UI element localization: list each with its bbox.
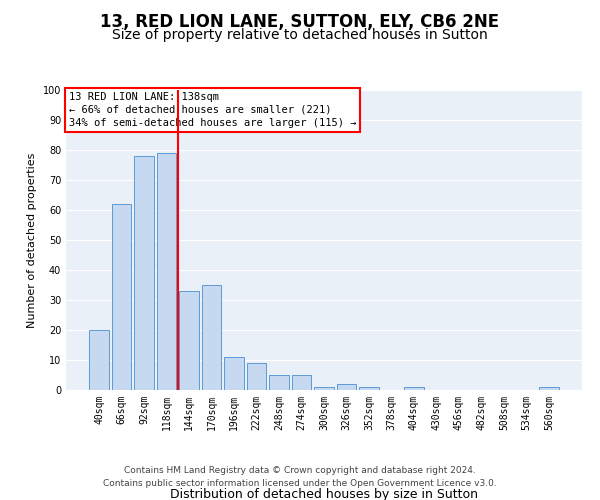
X-axis label: Distribution of detached houses by size in Sutton: Distribution of detached houses by size … — [170, 488, 478, 500]
Bar — [269, 375, 289, 390]
Text: 13, RED LION LANE, SUTTON, ELY, CB6 2NE: 13, RED LION LANE, SUTTON, ELY, CB6 2NE — [100, 12, 500, 30]
Bar — [404, 387, 424, 390]
Bar — [539, 387, 559, 390]
Bar — [247, 363, 266, 390]
Bar — [314, 387, 334, 390]
Bar — [112, 204, 131, 390]
Bar — [359, 387, 379, 390]
Bar — [292, 375, 311, 390]
Bar — [157, 153, 176, 390]
Y-axis label: Number of detached properties: Number of detached properties — [27, 152, 37, 328]
Text: 13 RED LION LANE: 138sqm
← 66% of detached houses are smaller (221)
34% of semi-: 13 RED LION LANE: 138sqm ← 66% of detach… — [68, 92, 356, 128]
Bar — [134, 156, 154, 390]
Bar — [224, 357, 244, 390]
Bar — [202, 285, 221, 390]
Bar — [179, 291, 199, 390]
Text: Contains HM Land Registry data © Crown copyright and database right 2024.
Contai: Contains HM Land Registry data © Crown c… — [103, 466, 497, 487]
Text: Size of property relative to detached houses in Sutton: Size of property relative to detached ho… — [112, 28, 488, 42]
Bar — [337, 384, 356, 390]
Bar — [89, 330, 109, 390]
